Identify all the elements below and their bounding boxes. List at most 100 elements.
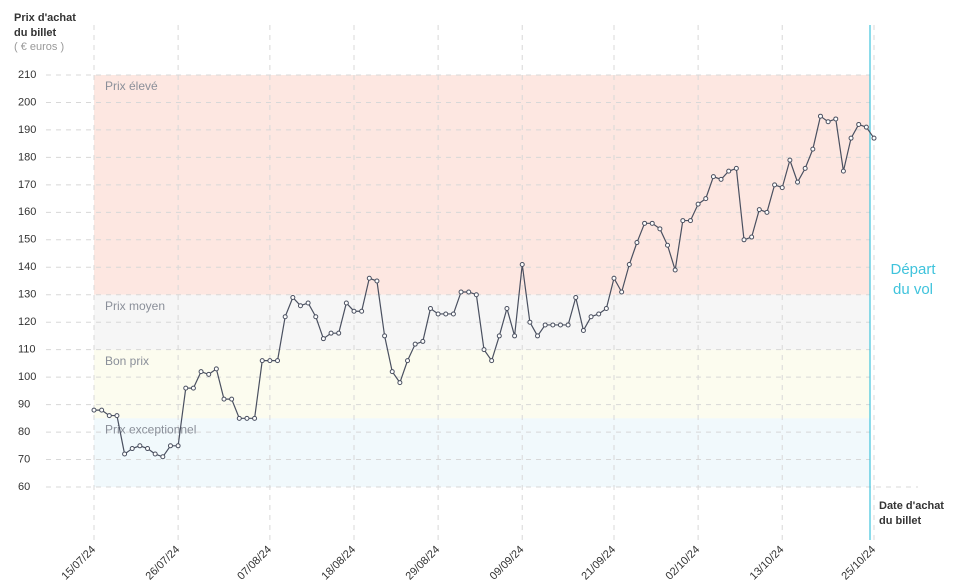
price-point <box>320 336 326 342</box>
x-axis-title: du billet <box>879 515 922 527</box>
price-point <box>343 300 349 306</box>
price-point <box>236 415 242 421</box>
x-tick-label: 07/08/24 <box>235 544 274 583</box>
y-tick-label: 80 <box>18 426 30 438</box>
price-point <box>167 443 173 449</box>
y-tick-label: 130 <box>18 289 36 301</box>
price-point <box>190 385 196 391</box>
departure-label: Départ <box>890 261 936 278</box>
price-point <box>420 338 426 344</box>
y-axis-unit: ( € euros ) <box>14 41 64 53</box>
x-tick-label: 15/07/24 <box>59 544 98 583</box>
x-tick-label: 26/07/24 <box>144 544 183 583</box>
price-point <box>527 319 533 325</box>
price-point <box>466 289 472 295</box>
price-point <box>336 330 342 336</box>
price-point <box>412 341 418 347</box>
price-point <box>305 300 311 306</box>
price-point <box>840 168 846 174</box>
y-tick-label: 120 <box>18 316 36 328</box>
price-point <box>779 185 785 191</box>
x-tick-label: 18/08/24 <box>319 544 358 583</box>
price-point <box>106 413 112 419</box>
price-point <box>504 305 510 311</box>
price-point <box>297 303 303 309</box>
price-point <box>282 314 288 320</box>
price-point <box>573 294 579 300</box>
price-point <box>99 407 105 413</box>
price-point <box>695 201 701 207</box>
price-point <box>756 207 762 213</box>
price-point <box>588 314 594 320</box>
price-point <box>427 305 433 311</box>
price-point <box>374 278 380 284</box>
price-point <box>473 292 479 298</box>
y-axis-title: du billet <box>14 27 57 39</box>
price-point <box>328 330 334 336</box>
band-label: Prix exceptionnel <box>105 423 196 437</box>
price-point <box>512 333 518 339</box>
price-point <box>856 121 862 127</box>
band-label: Bon prix <box>105 354 149 368</box>
price-point <box>229 396 235 402</box>
price-point <box>221 396 227 402</box>
price-point <box>665 242 671 248</box>
price-point <box>405 358 411 364</box>
x-axis-title: Date d'achat <box>879 500 944 512</box>
price-point <box>450 311 456 317</box>
price-point <box>489 358 495 364</box>
price-point <box>175 443 181 449</box>
price-point <box>252 415 258 421</box>
price-point <box>596 311 602 317</box>
price-point <box>810 146 816 152</box>
y-tick-label: 140 <box>18 261 36 273</box>
y-tick-label: 60 <box>18 481 30 493</box>
y-tick-label: 190 <box>18 124 36 136</box>
price-point <box>290 294 296 300</box>
band-label: Prix moyen <box>105 299 165 313</box>
price-point <box>817 113 823 119</box>
x-tick-label: 02/10/24 <box>664 544 703 583</box>
price-point <box>535 333 541 339</box>
x-tick-label: 21/09/24 <box>579 544 618 583</box>
price-point <box>267 358 273 364</box>
price-point <box>481 347 487 353</box>
y-tick-label: 200 <box>18 96 36 108</box>
price-point <box>366 275 372 281</box>
price-point <box>542 322 548 328</box>
price-point <box>642 220 648 226</box>
price-point <box>152 451 158 457</box>
price-point <box>687 218 693 224</box>
price-point <box>703 196 709 202</box>
price-point <box>244 415 250 421</box>
price-point <box>259 358 265 364</box>
price-point <box>741 237 747 243</box>
price-point <box>458 289 464 295</box>
price-point <box>726 168 732 174</box>
price-point <box>275 358 281 364</box>
price-point <box>603 305 609 311</box>
price-point <box>389 369 395 375</box>
price-point <box>91 407 97 413</box>
y-tick-label: 180 <box>18 151 36 163</box>
price-point <box>733 165 739 171</box>
price-point <box>795 179 801 185</box>
price-point <box>382 333 388 339</box>
price-point <box>802 165 808 171</box>
price-point <box>710 174 716 180</box>
price-point <box>550 322 556 328</box>
price-point <box>519 262 525 268</box>
price-point <box>557 322 563 328</box>
price-point <box>137 443 143 449</box>
y-tick-label: 110 <box>18 344 36 356</box>
price-point <box>611 275 617 281</box>
price-point <box>359 308 365 314</box>
price-point <box>114 413 120 419</box>
price-point <box>206 371 212 377</box>
price-point <box>672 267 678 273</box>
price-point <box>825 119 831 125</box>
price-point <box>351 308 357 314</box>
x-tick-label: 09/09/24 <box>488 544 527 583</box>
price-band <box>94 349 870 419</box>
